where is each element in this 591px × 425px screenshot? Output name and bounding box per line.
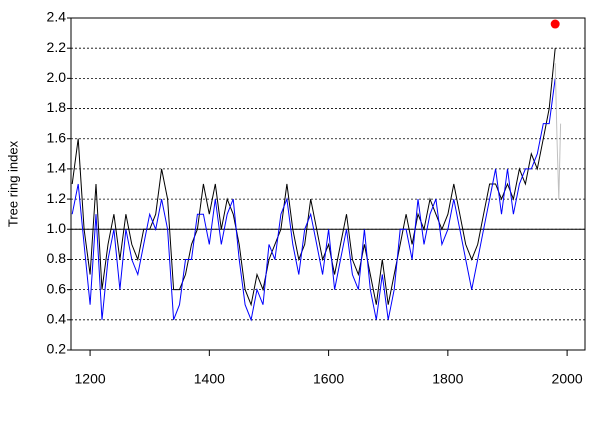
y-tick-label: 0.8 <box>47 250 67 266</box>
x-tick-label: 1800 <box>432 371 463 387</box>
plot-frame <box>70 17 586 351</box>
y-axis-label: Tree ring index <box>5 140 20 227</box>
y-tick-label: 2.2 <box>47 39 67 55</box>
y-tick-label: 1.4 <box>47 160 67 176</box>
y-tick-label: 0.6 <box>47 280 67 296</box>
x-tick-label: 1400 <box>194 371 225 387</box>
y-tick-label: 1.2 <box>47 190 67 206</box>
y-tick-label: 0.4 <box>47 311 67 327</box>
series-line <box>71 78 556 322</box>
highlight-point <box>550 19 560 29</box>
x-tick-label: 2000 <box>552 371 583 387</box>
y-tick-label: 0.2 <box>47 341 67 357</box>
series-line <box>71 48 556 307</box>
y-tick-label: 2.4 <box>47 9 67 25</box>
y-tick-label: 2.0 <box>47 69 67 85</box>
y-tick-label: 1.8 <box>47 99 67 115</box>
y-tick-label: 1.6 <box>47 129 67 145</box>
y-tick-label: 1.0 <box>47 220 67 236</box>
x-tick-label: 1200 <box>75 371 106 387</box>
series-line <box>554 63 562 200</box>
x-tick-label: 1600 <box>313 371 344 387</box>
